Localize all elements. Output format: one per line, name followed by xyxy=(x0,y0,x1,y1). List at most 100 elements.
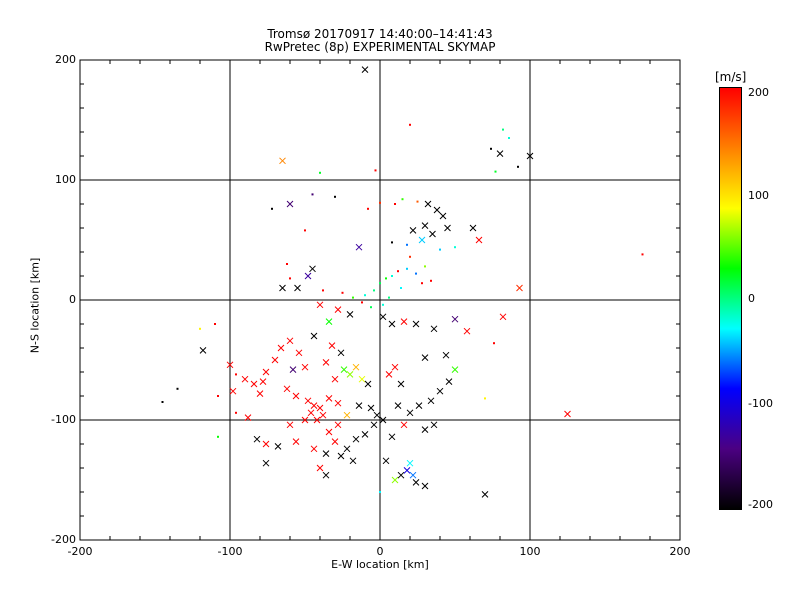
colorbar-tick-label: -100 xyxy=(748,397,773,410)
data-point-cross xyxy=(283,385,291,393)
x-tick-label: -200 xyxy=(67,545,93,558)
data-point-dot xyxy=(379,201,381,204)
data-point-cross xyxy=(444,224,451,232)
data-point-dot xyxy=(397,270,399,273)
data-point-cross xyxy=(304,272,312,280)
data-point-cross xyxy=(421,354,429,361)
data-point-cross xyxy=(361,431,369,438)
data-point-cross xyxy=(499,313,507,321)
data-point-dot xyxy=(379,282,381,285)
data-point-cross xyxy=(391,476,399,484)
data-point-cross xyxy=(310,332,318,340)
data-point-cross xyxy=(286,337,294,345)
data-point-cross xyxy=(409,227,417,234)
data-point-cross xyxy=(337,349,345,357)
data-point-cross xyxy=(279,157,286,165)
data-point-dot xyxy=(406,267,408,270)
data-point-cross xyxy=(412,479,420,486)
data-point-cross xyxy=(334,421,342,429)
data-point-dot xyxy=(271,207,273,210)
data-point-dot xyxy=(322,289,324,292)
data-point-dot xyxy=(304,229,306,232)
data-point-dot xyxy=(214,323,216,325)
data-point-cross xyxy=(370,421,378,429)
data-point-cross xyxy=(352,435,360,443)
colorbar-tick-label: 100 xyxy=(748,189,769,202)
data-point-cross xyxy=(421,426,429,433)
data-point-dot xyxy=(430,279,432,282)
data-point-cross xyxy=(295,349,303,357)
data-point-dot xyxy=(508,137,510,139)
data-point-dot xyxy=(493,342,495,345)
data-point-cross xyxy=(346,311,354,318)
data-point-cross xyxy=(415,402,423,409)
y-tick-label: 200 xyxy=(55,53,76,66)
data-point-cross xyxy=(382,457,390,465)
chart-title-line2: RwPretec (8p) EXPERIMENTAL SKYMAP xyxy=(264,40,496,54)
data-point-dot xyxy=(494,170,497,173)
data-point-cross xyxy=(301,363,309,371)
data-point-cross xyxy=(412,320,420,328)
data-point-cross xyxy=(406,409,414,417)
data-point-cross xyxy=(442,351,450,359)
x-tick-label: 100 xyxy=(519,545,541,558)
data-point-dot xyxy=(517,165,519,168)
data-point-cross xyxy=(355,402,363,409)
data-point-dot xyxy=(319,171,321,174)
data-point-dot xyxy=(409,255,411,258)
data-point-cross xyxy=(346,371,354,378)
data-point-cross xyxy=(250,380,258,388)
data-point-cross xyxy=(340,366,348,373)
data-point-cross xyxy=(253,435,261,443)
data-point-cross xyxy=(352,363,360,371)
data-point-cross xyxy=(292,392,300,400)
data-point-cross xyxy=(373,411,381,419)
data-point-cross xyxy=(286,200,294,208)
data-point-dot xyxy=(502,128,504,131)
data-point-dot xyxy=(176,387,179,390)
data-point-cross xyxy=(430,421,438,429)
y-tick-label: 0 xyxy=(69,293,76,306)
data-point-cross xyxy=(226,361,234,369)
data-point-cross xyxy=(241,375,249,383)
data-point-dot xyxy=(374,169,377,172)
data-point-cross xyxy=(309,265,316,273)
data-point-cross xyxy=(316,404,324,412)
data-point-cross xyxy=(406,459,414,467)
data-point-cross xyxy=(451,315,459,323)
data-point-cross xyxy=(331,438,339,445)
data-point-dot xyxy=(409,123,411,126)
data-point-cross xyxy=(316,464,324,472)
data-point-cross xyxy=(361,66,369,73)
data-point-cross xyxy=(322,359,330,366)
y-axis-label: N-S location [km] xyxy=(28,257,42,354)
data-point-cross xyxy=(421,482,429,490)
data-point-cross xyxy=(409,471,417,479)
data-point-dot xyxy=(382,303,384,306)
data-point-cross xyxy=(429,230,436,238)
colorbar-tick-label: 0 xyxy=(748,292,755,305)
data-point-cross xyxy=(445,378,453,385)
data-point-cross xyxy=(388,433,396,441)
data-point-cross xyxy=(262,459,270,467)
data-point-cross xyxy=(322,471,330,479)
data-point-cross xyxy=(262,440,270,448)
data-point-cross xyxy=(385,371,393,378)
data-point-dot xyxy=(439,248,441,251)
data-point-cross xyxy=(343,411,351,419)
data-point-dot xyxy=(235,373,237,376)
data-point-cross xyxy=(256,390,264,397)
data-point-cross xyxy=(400,421,408,429)
chart-title-line1: Tromsø 20170917 14:40:00–14:41:43 xyxy=(267,27,493,41)
data-point-dot xyxy=(373,289,375,292)
data-point-cross xyxy=(427,397,435,405)
data-point-dot xyxy=(199,327,201,330)
grid-lines xyxy=(80,60,680,540)
data-point-cross xyxy=(289,366,297,373)
data-point-dot xyxy=(385,277,387,280)
data-point-dot xyxy=(217,435,219,438)
data-point-cross xyxy=(304,397,312,405)
data-point-dot xyxy=(217,395,219,397)
data-point-cross xyxy=(277,344,285,352)
